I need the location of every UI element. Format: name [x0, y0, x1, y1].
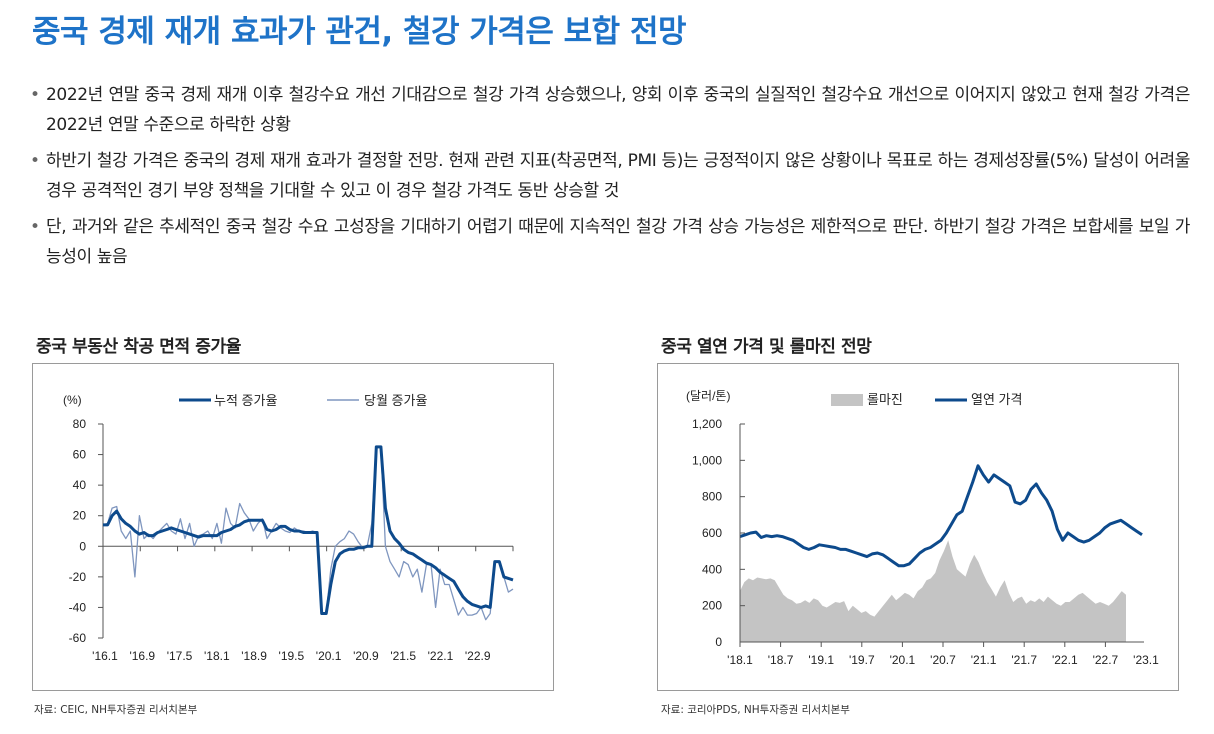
x-tick-label: '19.1	[808, 653, 834, 667]
y-tick-label: 40	[73, 478, 87, 492]
x-tick-label: '19.5	[279, 649, 305, 663]
right-chart-frame: 1,200 1,000 800 600 400 200 0 '18.1 '18.7 '19.1 '1…	[657, 363, 1179, 691]
series-line-cumulative	[103, 445, 514, 615]
y-tick-label: -40	[69, 600, 87, 614]
x-tick-label: '21.5	[390, 649, 416, 663]
bullet-item: 2022년 연말 중국 경제 재개 이후 철강수요 개선 기대감으로 철강 가격…	[30, 80, 1190, 140]
x-tick-label: '20.7	[930, 653, 956, 667]
right-chart-title: 중국 열연 가격 및 롤마진 전망	[661, 337, 872, 357]
right-chart-unit: (달러/톤)	[686, 389, 730, 403]
right-chart-svg: 1,200 1,000 800 600 400 200 0 '18.1 '18.7 '19.1 '1…	[686, 389, 1159, 667]
x-tick-label: '18.1	[204, 649, 230, 663]
x-tick-label: '20.1	[890, 653, 916, 667]
x-tick-label: '16.1	[92, 649, 118, 663]
left-chart-svg: 80 60 40 20 0 -20 -40 -60 '16.1 '16.9 '17.5 '18.1 '1…	[63, 393, 514, 663]
x-tick-label: '22.9	[465, 649, 491, 663]
x-tick-label: '18.9	[241, 649, 267, 663]
right-chart-source: 자료: 코리아PDS, NH투자증권 리서치본부	[661, 704, 850, 716]
y-tick-label: 0	[79, 539, 86, 553]
y-tick-label: 800	[702, 490, 722, 504]
left-chart-title: 중국 부동산 착공 면적 증가율	[36, 337, 241, 357]
y-tick-label: 1,200	[692, 417, 722, 431]
y-tick-label: 1,000	[692, 453, 722, 467]
x-tick-label: '22.1	[428, 649, 454, 663]
y-tick-label: 200	[702, 599, 722, 613]
x-tick-label: '18.1	[727, 653, 753, 667]
x-tick-label: '19.7	[849, 653, 875, 667]
legend-swatch-margin	[831, 394, 863, 406]
bullet-item: 단, 과거와 같은 추세적인 중국 철강 수요 고성장을 기대하기 어렵기 때문…	[30, 212, 1190, 272]
bullet-item: 하반기 철강 가격은 중국의 경제 재개 효과가 결정할 전망. 현재 관련 지…	[30, 146, 1190, 206]
legend-label-hrc: 열연 가격	[971, 392, 1022, 407]
y-tick-label: -20	[69, 570, 87, 584]
x-tick-label: '16.9	[129, 649, 155, 663]
series-line-hrc	[739, 464, 1143, 568]
y-tick-label: 400	[702, 562, 722, 576]
x-tick-label: '18.7	[768, 653, 794, 667]
y-tick-label: 60	[73, 448, 87, 462]
bullet-list: 2022년 연말 중국 경제 재개 이후 철강수요 개선 기대감으로 철강 가격…	[30, 80, 1190, 278]
x-tick-label: '22.7	[1093, 653, 1119, 667]
y-tick-label: 20	[73, 509, 87, 523]
legend-label-monthly: 당월 증가율	[364, 393, 427, 408]
y-tick-label: -60	[69, 631, 87, 645]
x-tick-label: '23.1	[1133, 653, 1159, 667]
y-tick-label: 600	[702, 526, 722, 540]
legend-label-margin: 롤마진	[867, 392, 903, 407]
y-tick-label: 0	[715, 635, 722, 649]
page-title: 중국 경제 재개 효과가 관건, 철강 가격은 보합 전망	[32, 14, 687, 50]
left-chart-unit: (%)	[63, 393, 82, 407]
legend-label-cumulative: 누적 증가율	[214, 393, 277, 408]
x-tick-label: '21.7	[1011, 653, 1037, 667]
x-tick-label: '20.9	[353, 649, 379, 663]
y-tick-label: 80	[73, 417, 87, 431]
x-tick-label: '17.5	[167, 649, 193, 663]
x-tick-label: '20.1	[316, 649, 342, 663]
series-area-margin	[740, 540, 1126, 642]
left-chart-source: 자료: CEIC, NH투자증권 리서치본부	[34, 704, 198, 716]
left-chart-frame: 80 60 40 20 0 -20 -40 -60 '16.1 '16.9 '17.5 '18.1 '1…	[32, 363, 554, 691]
x-tick-label: '22.1	[1052, 653, 1078, 667]
x-tick-label: '21.1	[971, 653, 997, 667]
